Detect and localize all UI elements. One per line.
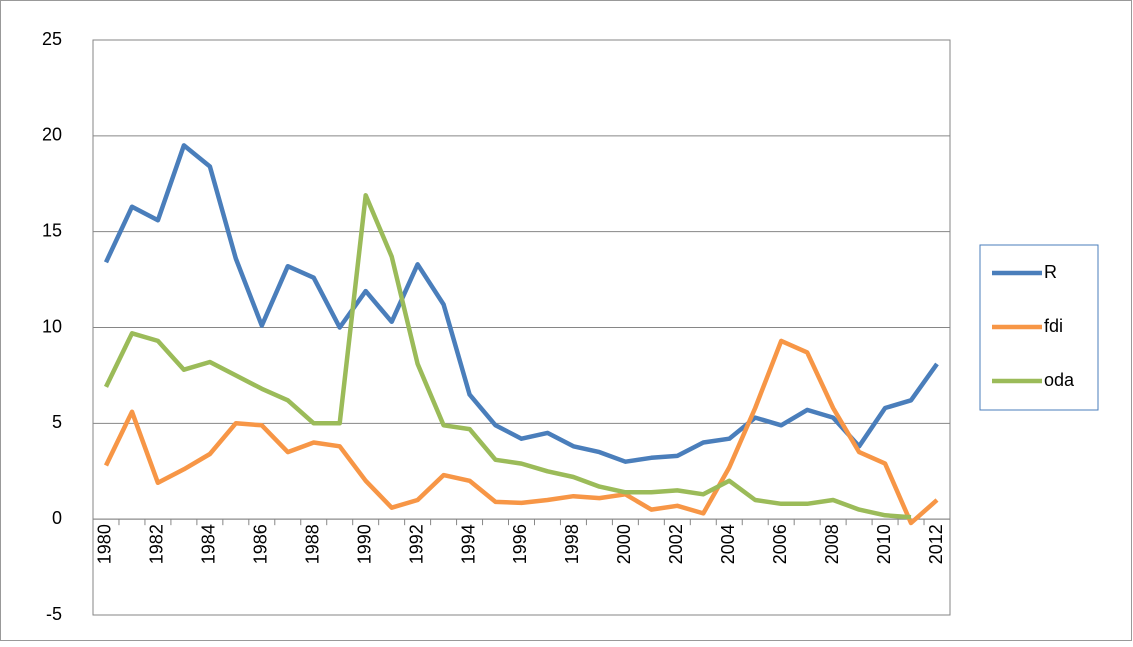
x-tick-label: 1982 bbox=[147, 524, 167, 564]
x-tick-label: 2008 bbox=[822, 524, 842, 564]
x-tick-label: 1984 bbox=[199, 524, 219, 564]
y-tick-label: 5 bbox=[52, 412, 62, 432]
x-tick-label: 2002 bbox=[666, 524, 686, 564]
y-tick-label: 10 bbox=[42, 316, 62, 336]
x-tick-label: 1998 bbox=[562, 524, 582, 564]
legend-label: R bbox=[1044, 262, 1057, 282]
y-tick-label: 25 bbox=[42, 29, 62, 49]
x-tick-label: 1980 bbox=[95, 524, 115, 564]
x-tick-label: 2006 bbox=[770, 524, 790, 564]
x-tick-label: 2012 bbox=[926, 524, 946, 564]
x-tick-label: 1996 bbox=[510, 524, 530, 564]
y-tick-label: 20 bbox=[42, 125, 62, 145]
x-tick-label: 1990 bbox=[354, 524, 374, 564]
x-tick-label: 1994 bbox=[458, 524, 478, 564]
y-tick-label: -5 bbox=[46, 604, 62, 624]
x-tick-label: 1988 bbox=[302, 524, 322, 564]
x-tick-label: 2000 bbox=[614, 524, 634, 564]
legend-label: fdi bbox=[1044, 316, 1063, 336]
line-series bbox=[103, 338, 939, 526]
y-tick-label: 0 bbox=[52, 508, 62, 528]
x-tick-label: 1992 bbox=[406, 524, 426, 564]
line-series bbox=[103, 143, 939, 464]
plot-border bbox=[92, 39, 951, 616]
y-tick-label: 15 bbox=[42, 220, 62, 240]
x-tick-label: 2010 bbox=[874, 524, 894, 564]
x-tick-label: 1986 bbox=[251, 524, 271, 564]
legend-label: oda bbox=[1044, 370, 1075, 390]
x-tick-label: 2004 bbox=[718, 524, 738, 564]
line-series bbox=[103, 193, 912, 520]
